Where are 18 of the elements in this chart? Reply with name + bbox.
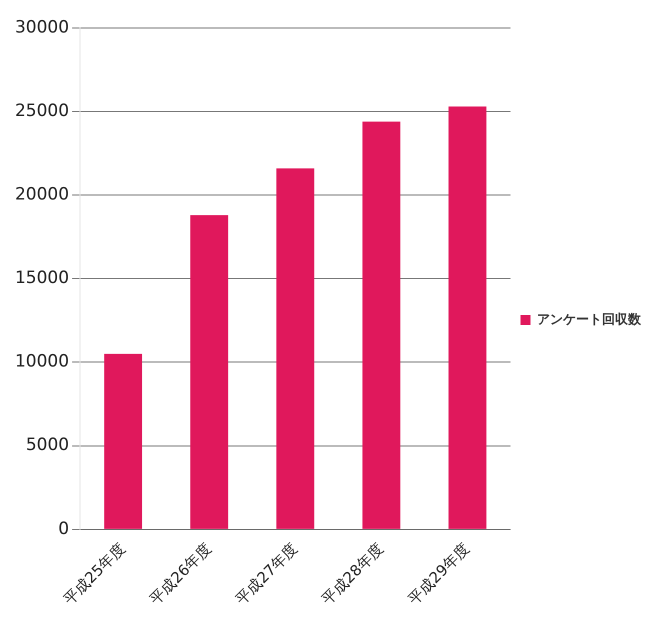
bar [362, 122, 400, 529]
x-tick-label: 平成27年度 [232, 540, 301, 608]
legend-label: アンケート回収数 [537, 312, 642, 328]
bar [104, 354, 142, 529]
y-tick-label: 5000 [26, 435, 70, 456]
x-tick-label: 平成28年度 [318, 540, 387, 608]
y-tick-label: 15000 [14, 268, 70, 288]
bar [276, 168, 314, 529]
y-tick-label: 0 [58, 518, 70, 539]
bar [190, 215, 228, 529]
y-tick-label: 25000 [14, 100, 70, 121]
y-tick-label: 30000 [14, 17, 70, 38]
y-tick-label: 20000 [14, 184, 70, 205]
x-tick-label: 平成25年度 [60, 540, 129, 608]
y-tick-label: 10000 [14, 352, 70, 372]
x-tick-label: 平成26年度 [146, 540, 215, 608]
x-tick-label: 平成29年度 [404, 540, 474, 608]
bar [448, 106, 486, 529]
